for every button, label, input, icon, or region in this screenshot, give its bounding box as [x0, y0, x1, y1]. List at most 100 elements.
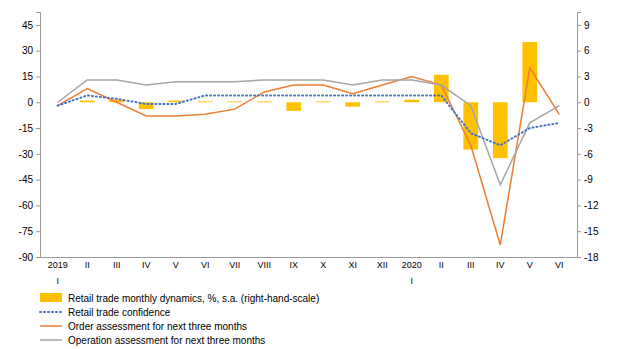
- tick-label: III: [467, 260, 475, 270]
- legend-label: Retail trade confidence: [68, 307, 171, 318]
- tick-mark: [36, 154, 40, 155]
- tick-label: X: [320, 260, 326, 270]
- bar: [316, 101, 331, 103]
- tick: -6: [577, 149, 593, 160]
- tick-mark: [577, 128, 581, 129]
- tick: -12: [577, 200, 599, 211]
- tick-mark: [577, 205, 581, 206]
- legend: Retail trade monthly dynamics, %, s.a. (…: [40, 293, 319, 346]
- legend-item: Retail trade monthly dynamics, %, s.a. (…: [40, 293, 319, 304]
- tick: 9: [577, 20, 590, 31]
- legend-item: Operation assessment for next three mont…: [40, 335, 265, 346]
- tick-label: IV: [496, 260, 505, 270]
- tick-label: 3: [584, 71, 590, 82]
- bar: [493, 102, 508, 158]
- tick: -90: [19, 252, 40, 263]
- line: [58, 80, 560, 185]
- tick-mark: [577, 154, 581, 155]
- line: [58, 68, 560, 245]
- tick: -9: [577, 174, 593, 185]
- tick: -75: [19, 226, 40, 237]
- tick: -30: [19, 149, 40, 160]
- x-axis: 2019IIIIIIVVVIVIIVIIIIXXXIXII2020IIIIIIV…: [41, 258, 578, 271]
- tick-label: 0: [27, 97, 33, 108]
- tick-label: -3: [584, 123, 593, 134]
- tick-mark: [36, 102, 40, 103]
- y-axis: -90 -75 -60 -45 -30 -15 0 15 30 45: [19, 13, 41, 263]
- axis-line: [36, 13, 41, 258]
- tick-mark: [36, 51, 40, 52]
- legend-swatch: [40, 325, 62, 327]
- tick-label: 9: [584, 20, 590, 31]
- tick-label: 15: [22, 71, 34, 82]
- tick: VIII: [257, 260, 271, 270]
- tick-label: V: [527, 260, 533, 270]
- tick: III: [467, 260, 475, 270]
- bar: [345, 102, 360, 106]
- legend-item: Order assessment for next three months: [40, 321, 247, 332]
- bar: [552, 102, 567, 103]
- bar: [375, 101, 390, 103]
- bar: [463, 102, 478, 149]
- tick: IV: [142, 260, 151, 270]
- tick-label: -15: [584, 226, 599, 237]
- tick: VI: [201, 260, 210, 270]
- tick: 0: [27, 97, 40, 108]
- tick-label: -6: [584, 149, 593, 160]
- tick: 0: [577, 97, 590, 108]
- tick-label: 2020: [402, 260, 422, 270]
- tick: 2019: [48, 260, 68, 270]
- tick-label: V: [173, 260, 179, 270]
- tick: III: [113, 260, 121, 270]
- tick-label: VIII: [257, 260, 271, 270]
- tick: 6: [577, 45, 590, 56]
- tick-label: VI: [201, 260, 210, 270]
- tick: -45: [19, 174, 40, 185]
- legend-swatch: [40, 311, 62, 313]
- tick-label: VII: [229, 260, 240, 270]
- tick-label: 0: [584, 97, 590, 108]
- y2-axis: -18 -15 -12 -9 -6 -3 0 3 6 9: [577, 13, 599, 263]
- tick-mark: [36, 205, 40, 206]
- tick-label: -18: [584, 252, 599, 263]
- tick: V: [173, 260, 179, 270]
- tick-mark: [36, 180, 40, 181]
- axis-line: [41, 257, 578, 258]
- bar: [198, 101, 213, 103]
- tick: II: [85, 260, 90, 270]
- legend-swatch: [40, 293, 62, 302]
- tick: -18: [577, 252, 599, 263]
- tick-label: -45: [19, 174, 34, 185]
- tick: -60: [19, 200, 40, 211]
- tick-label: 30: [22, 45, 34, 56]
- tick-label: 2019: [48, 260, 68, 270]
- legend-label: Retail trade monthly dynamics, %, s.a. (…: [68, 293, 319, 304]
- bar: [404, 100, 419, 103]
- tick: VII: [229, 260, 240, 270]
- tick: 30: [22, 45, 40, 56]
- tick-label: -30: [19, 149, 34, 160]
- annotation: I: [56, 276, 59, 286]
- tick-label: 45: [22, 20, 34, 31]
- tick-mark: [36, 231, 40, 232]
- tick-label: -60: [19, 200, 34, 211]
- tick-mark: [577, 76, 581, 77]
- tick: IV: [496, 260, 505, 270]
- chart: -90-75-60-45-30-150153045-18-15-12-9-6-3…: [0, 0, 621, 349]
- legend-item: Retail trade confidence: [40, 307, 171, 318]
- tick: 3: [577, 71, 590, 82]
- plot: -90-75-60-45-30-150153045-18-15-12-9-6-3…: [19, 13, 599, 287]
- tick-label: -9: [584, 174, 593, 185]
- bar: [168, 101, 183, 103]
- tick: -3: [577, 123, 593, 134]
- tick-label: -15: [19, 123, 34, 134]
- tick-label: -75: [19, 226, 34, 237]
- tick-mark: [577, 102, 581, 103]
- tick-label: IX: [289, 260, 298, 270]
- tick-label: IV: [142, 260, 151, 270]
- bar: [227, 101, 242, 103]
- legend-label: Order assessment for next three months: [68, 321, 247, 332]
- tick-label: XII: [377, 260, 388, 270]
- line: [58, 95, 560, 145]
- bar: [286, 102, 301, 111]
